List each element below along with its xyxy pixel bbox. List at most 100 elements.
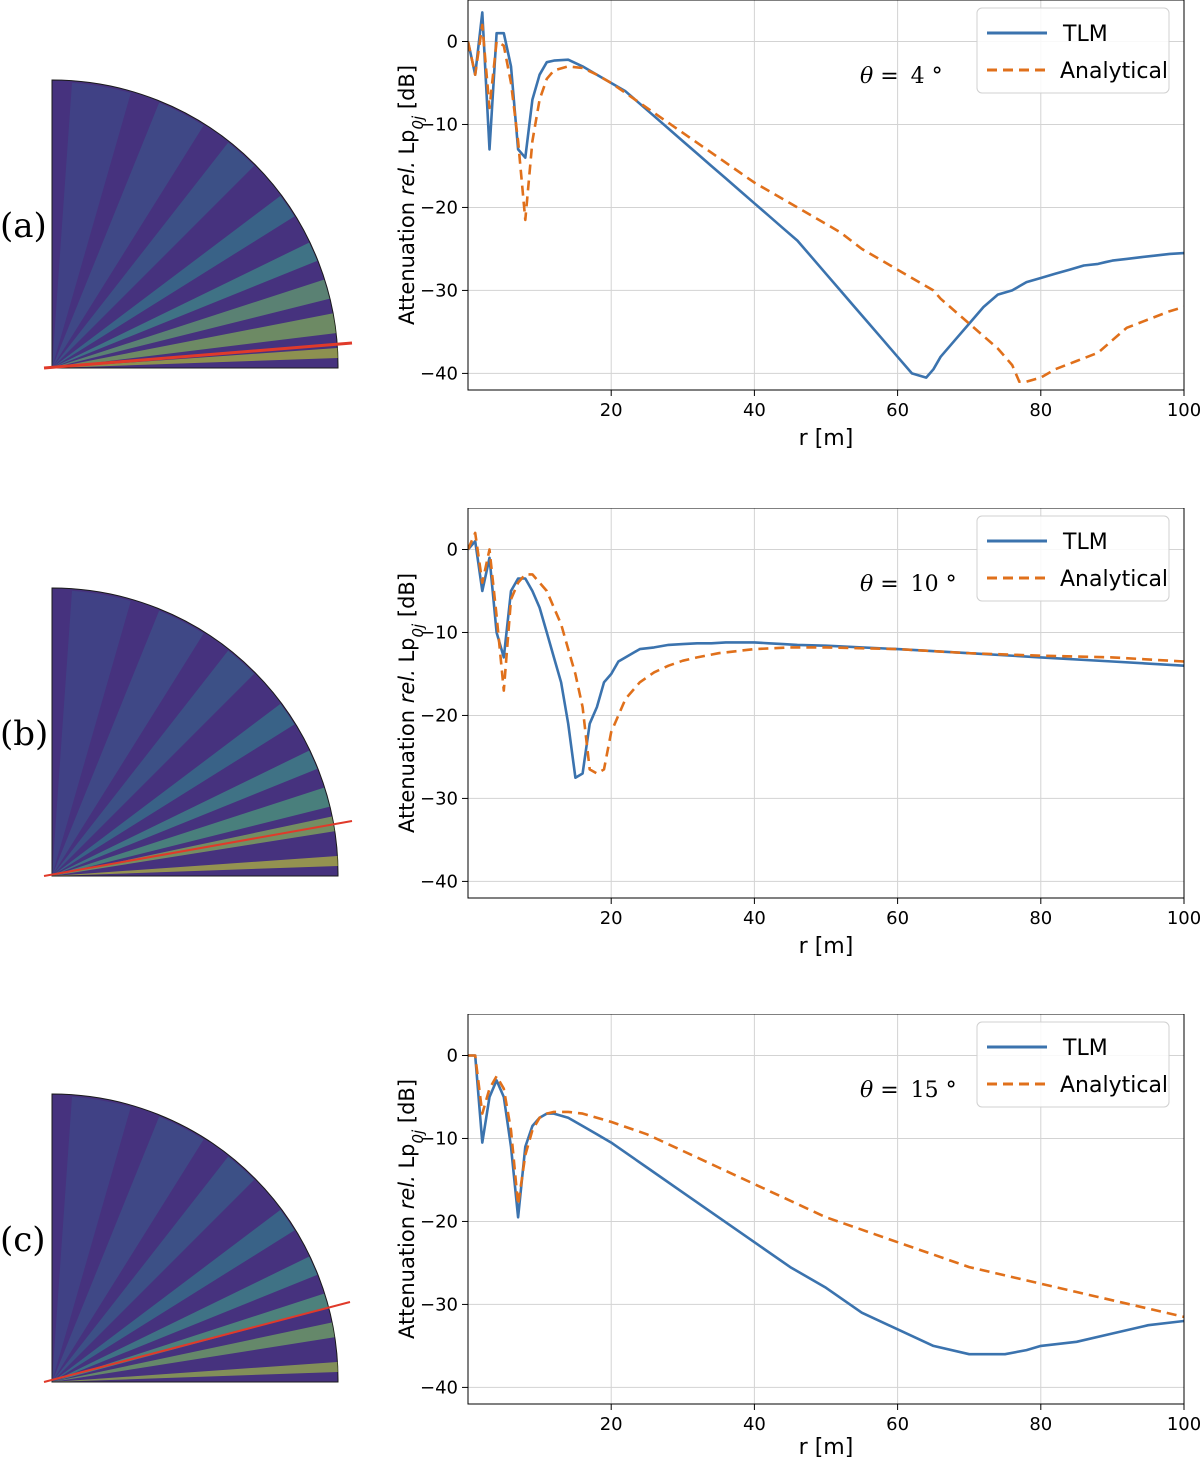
legend-tlm-label: TLM bbox=[1062, 1036, 1108, 1061]
gridlines bbox=[468, 1014, 1185, 1404]
legend-analytical-label: Analytical bbox=[1060, 59, 1168, 84]
x-tick-label: 40 bbox=[743, 1414, 766, 1435]
y-tick-label: −30 bbox=[420, 280, 458, 301]
theta-annotation: θ = 15 ° bbox=[860, 1078, 957, 1103]
fan-lobe bbox=[52, 750, 318, 876]
legend-tlm-label: TLM bbox=[1062, 22, 1108, 47]
y-tick-label: −40 bbox=[420, 363, 458, 384]
fan-lobe bbox=[52, 1293, 329, 1382]
y-axis-label: Attenuation rel. Lp0j [dB] bbox=[395, 573, 427, 833]
x-axis-label: r [m] bbox=[799, 426, 854, 451]
series-group bbox=[468, 11, 1184, 384]
series-group bbox=[468, 1054, 1184, 1356]
fan-lobe bbox=[52, 787, 330, 876]
fan-lobe bbox=[52, 1209, 295, 1382]
fan-lobes bbox=[52, 82, 338, 369]
beam-pattern-thumbnail bbox=[43, 79, 353, 370]
x-tick-label: 80 bbox=[1029, 400, 1052, 421]
panel-a: (a) 20 40 60 80 100 0 −10 −20 −30 −40 r [m] Atte… bbox=[0, 0, 1200, 451]
x-tick-label: 20 bbox=[600, 400, 623, 421]
fan-lobe bbox=[52, 242, 318, 368]
fan-lobe bbox=[52, 703, 295, 876]
y-tick-label: 0 bbox=[447, 539, 458, 560]
fan-lobe bbox=[52, 856, 338, 876]
fan-lobe bbox=[52, 1156, 255, 1382]
y-tick-label: −20 bbox=[420, 197, 458, 218]
legend: TLM Analytical bbox=[976, 7, 1170, 94]
legend-analytical-label: Analytical bbox=[1060, 1073, 1168, 1098]
y-axis-label: Attenuation rel. Lp0j [dB] bbox=[395, 65, 427, 325]
y-tick-label: 0 bbox=[447, 31, 458, 52]
x-ticks: 20 40 60 80 100 bbox=[600, 1404, 1200, 1435]
panel-c: (c) 20 40 60 80 100 0 −10 −20 −30 −40 r [m] Atte… bbox=[0, 1014, 1200, 1460]
x-axis-label: r [m] bbox=[799, 1435, 854, 1460]
series-tlm-line bbox=[468, 11, 1184, 379]
panel-label: (a) bbox=[0, 206, 47, 246]
fan-lobe bbox=[52, 279, 330, 368]
angle-ray bbox=[43, 341, 353, 370]
y-axis-label: Attenuation rel. Lp0j [dB] bbox=[395, 1079, 427, 1339]
fan-lobes bbox=[52, 1096, 338, 1382]
y-tick-label: 0 bbox=[447, 1045, 458, 1066]
angle-ray bbox=[43, 820, 353, 877]
x-tick-label: 20 bbox=[600, 1414, 623, 1435]
beam-pattern-thumbnail bbox=[43, 587, 353, 877]
x-tick-label: 100 bbox=[1167, 1414, 1200, 1435]
y-ticks: 0 −10 −20 −30 −40 bbox=[420, 31, 468, 384]
beam-pattern-thumbnail bbox=[43, 1093, 351, 1383]
y-tick-label: −10 bbox=[420, 114, 458, 135]
fan-lobes bbox=[52, 590, 338, 876]
series-analytical-line bbox=[468, 23, 1184, 384]
gridlines bbox=[468, 0, 1185, 390]
fan-lobe bbox=[52, 142, 255, 368]
theta-annotation: θ = 10 ° bbox=[860, 572, 957, 597]
fan-lobe bbox=[52, 1362, 338, 1382]
panel-b: (b) 20 40 60 80 100 0 −10 −20 −30 −40 r [m] Atte… bbox=[0, 508, 1200, 959]
fan-lobe bbox=[52, 82, 131, 368]
y-ticks: 0 −10 −20 −30 −40 bbox=[420, 1045, 468, 1398]
panel-label: (b) bbox=[0, 714, 48, 754]
legend-tlm-label: TLM bbox=[1062, 530, 1108, 555]
x-tick-label: 40 bbox=[743, 400, 766, 421]
series-tlm-line bbox=[468, 1054, 1184, 1356]
x-axis-label: r [m] bbox=[799, 934, 854, 959]
fan-lobe bbox=[52, 313, 336, 368]
x-tick-label: 60 bbox=[886, 908, 909, 929]
legend: TLM Analytical bbox=[976, 515, 1170, 602]
fan-lobe bbox=[52, 102, 204, 369]
fan-lobe bbox=[52, 650, 255, 876]
x-tick-label: 100 bbox=[1167, 908, 1200, 929]
x-tick-label: 60 bbox=[886, 1414, 909, 1435]
legend-analytical-label: Analytical bbox=[1060, 567, 1168, 592]
fan-lobe bbox=[52, 1096, 131, 1382]
angle-ray bbox=[43, 1301, 351, 1383]
x-tick-label: 100 bbox=[1167, 400, 1200, 421]
fan-lobe bbox=[52, 610, 204, 876]
theta-annotation: θ = 4 ° bbox=[860, 64, 943, 89]
x-ticks: 20 40 60 80 100 bbox=[600, 390, 1200, 421]
y-tick-label: −30 bbox=[420, 1294, 458, 1315]
x-tick-label: 80 bbox=[1029, 1414, 1052, 1435]
y-tick-label: −40 bbox=[420, 1377, 458, 1398]
fan-lobe bbox=[52, 590, 131, 876]
legend: TLM Analytical bbox=[976, 1021, 1170, 1108]
x-tick-label: 60 bbox=[886, 400, 909, 421]
fan-lobe bbox=[52, 195, 295, 368]
fan-lobe bbox=[52, 1116, 204, 1382]
y-tick-label: −10 bbox=[420, 1128, 458, 1149]
x-tick-label: 40 bbox=[743, 908, 766, 929]
series-group bbox=[468, 531, 1184, 780]
y-tick-label: −20 bbox=[420, 1211, 458, 1232]
y-tick-label: −40 bbox=[420, 871, 458, 892]
fan-lobe bbox=[52, 1322, 335, 1382]
y-tick-label: −30 bbox=[420, 788, 458, 809]
x-tick-label: 80 bbox=[1029, 908, 1052, 929]
y-tick-label: −20 bbox=[420, 705, 458, 726]
y-tick-label: −10 bbox=[420, 622, 458, 643]
x-tick-label: 20 bbox=[600, 908, 623, 929]
fan-lobe bbox=[52, 1256, 318, 1382]
series-analytical-line bbox=[468, 1054, 1184, 1319]
series-tlm-line bbox=[468, 539, 1184, 780]
y-ticks: 0 −10 −20 −30 −40 bbox=[420, 539, 468, 892]
